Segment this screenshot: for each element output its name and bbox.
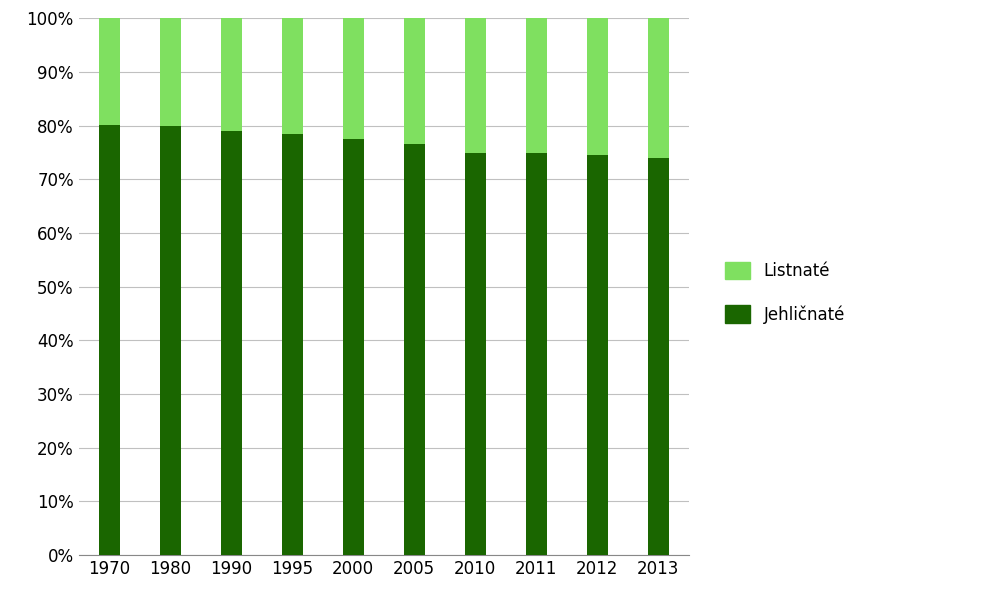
Bar — [403, 18, 425, 145]
Bar — [159, 126, 181, 555]
Bar — [647, 18, 669, 158]
Legend: Listnaté, Jehličnaté: Listnaté, Jehličnaté — [716, 254, 853, 332]
Bar — [647, 158, 669, 555]
Bar — [342, 18, 364, 139]
Bar — [464, 18, 486, 152]
Bar — [98, 18, 120, 125]
Bar — [281, 18, 303, 134]
Bar — [98, 125, 120, 555]
Bar — [281, 134, 303, 555]
Bar — [525, 18, 547, 152]
Bar — [220, 131, 242, 555]
Bar — [586, 18, 608, 155]
Bar — [403, 145, 425, 555]
Bar — [220, 18, 242, 131]
Bar — [586, 155, 608, 555]
Bar — [525, 152, 547, 555]
Bar — [159, 18, 181, 126]
Bar — [464, 152, 486, 555]
Bar — [342, 139, 364, 555]
